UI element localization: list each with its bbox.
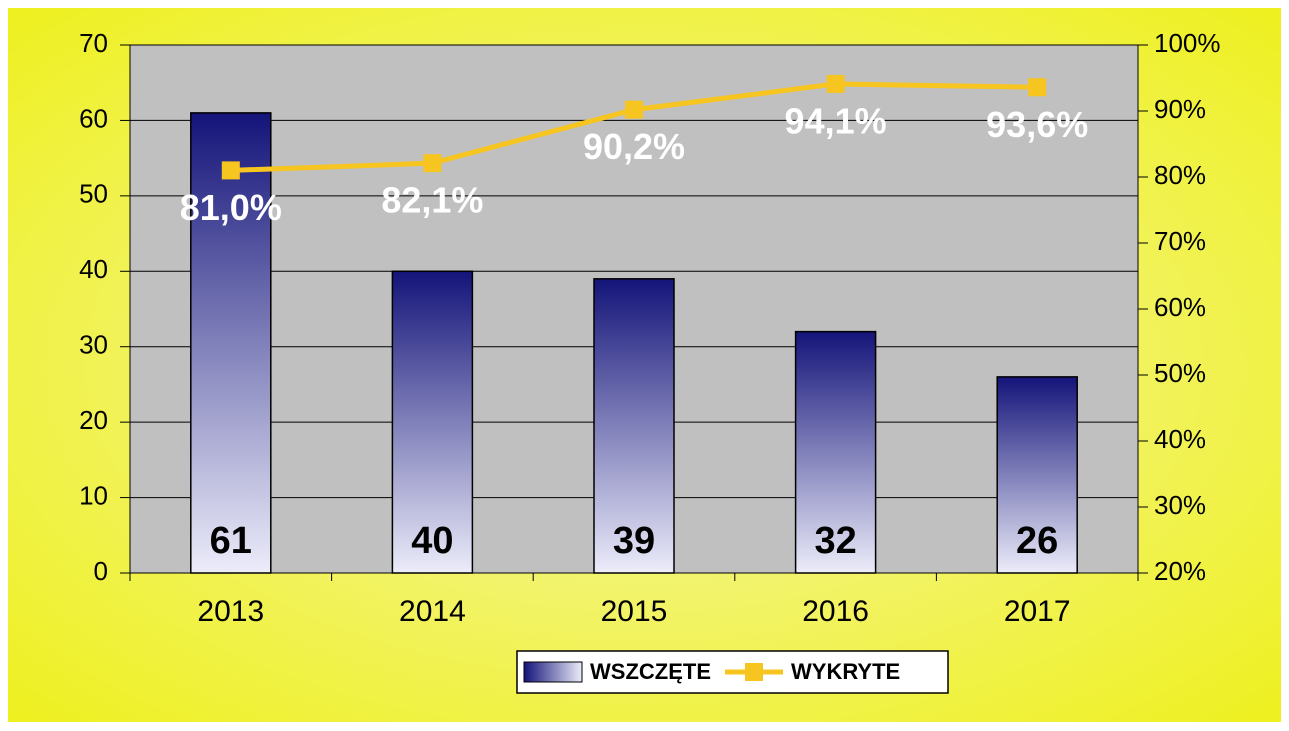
y-tick-label: 20 [79, 405, 108, 435]
x-tick-label: 2014 [399, 595, 466, 628]
line-value-label: 82,1% [381, 180, 483, 221]
line-marker [221, 161, 240, 180]
y-tick-label: 40 [79, 254, 108, 284]
bar [593, 278, 675, 574]
y-tick-label: 60 [79, 103, 108, 133]
line-marker [1028, 78, 1047, 97]
y2-tick-label: 40% [1154, 424, 1206, 454]
bar-value-label: 39 [613, 520, 655, 562]
y2-tick-label: 20% [1154, 556, 1206, 586]
y2-tick-label: 90% [1154, 94, 1206, 124]
y2-tick-label: 60% [1154, 292, 1206, 322]
y2-tick-label: 70% [1154, 226, 1206, 256]
y-tick-label: 50 [79, 179, 108, 209]
bar-value-label: 26 [1016, 520, 1058, 562]
bar-value-label: 40 [411, 520, 453, 562]
x-tick-label: 2015 [601, 595, 668, 628]
line-value-label: 81,0% [180, 187, 282, 228]
x-tick-label: 2013 [197, 595, 264, 628]
line-value-label: 90,2% [583, 126, 685, 167]
legend-marker [745, 663, 763, 681]
y-tick-label: 0 [94, 556, 108, 586]
line-value-label: 94,1% [785, 100, 887, 141]
line-value-label: 93,6% [986, 104, 1088, 145]
legend-label: WSZCZĘTE [590, 659, 711, 684]
y2-tick-label: 100% [1154, 28, 1221, 58]
y2-tick-label: 50% [1154, 358, 1206, 388]
line-marker [423, 154, 442, 173]
y-tick-label: 30 [79, 330, 108, 360]
y2-tick-label: 80% [1154, 160, 1206, 190]
legend-swatch [523, 661, 583, 683]
x-tick-label: 2017 [1004, 595, 1071, 628]
line-marker [826, 74, 845, 93]
bar [996, 376, 1078, 574]
y-tick-label: 10 [79, 480, 108, 510]
y-tick-label: 70 [79, 28, 108, 58]
x-tick-label: 2016 [802, 595, 869, 628]
bar [391, 270, 474, 574]
bar-value-label: 32 [814, 520, 856, 562]
bar-value-label: 61 [210, 520, 252, 562]
bar [190, 112, 272, 574]
line-marker [625, 100, 643, 119]
legend-label: WYKRYTE [791, 659, 900, 684]
bar [794, 330, 877, 574]
y2-tick-label: 30% [1154, 490, 1206, 520]
